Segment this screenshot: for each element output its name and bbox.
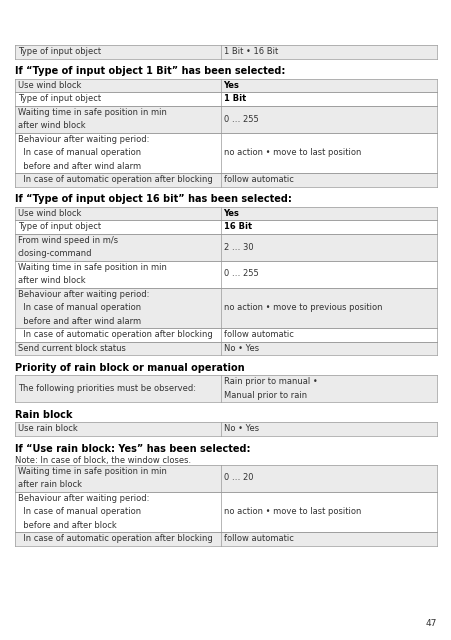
Text: Waiting time in safe position in min: Waiting time in safe position in min [18,108,166,116]
Bar [15,287,436,328]
Bar [15,492,436,532]
Text: No • Yes: No • Yes [223,424,258,433]
Text: In case of automatic operation after blocking: In case of automatic operation after blo… [18,175,212,184]
Text: 1 Bit • 16 Bit: 1 Bit • 16 Bit [223,47,277,56]
Text: 16 Bit: 16 Bit [223,222,251,231]
Bar [15,173,436,186]
Text: Rain prior to manual •: Rain prior to manual • [223,377,317,387]
Text: follow automatic: follow automatic [223,534,293,543]
Text: The following priorities must be observed:: The following priorities must be observe… [18,384,196,393]
Text: 2 … 30: 2 … 30 [223,243,253,252]
Text: 0 … 255: 0 … 255 [223,115,258,124]
Text: 0 … 20: 0 … 20 [223,474,253,483]
Text: If “Type of input object 1 Bit” has been selected:: If “Type of input object 1 Bit” has been… [15,67,285,77]
Text: Use wind block: Use wind block [18,81,81,90]
Bar [15,79,436,92]
Text: Use wind block: Use wind block [18,209,81,218]
Text: In case of manual operation: In case of manual operation [18,303,141,312]
Text: no action • move to previous position: no action • move to previous position [223,303,381,312]
Bar [15,45,436,58]
Text: Priority of rain block or manual operation: Priority of rain block or manual operati… [15,363,244,373]
Text: Manual prior to rain: Manual prior to rain [223,391,306,400]
Text: before and after wind alarm: before and after wind alarm [18,317,141,326]
Text: If “Type of input object 16 bit” has been selected:: If “Type of input object 16 bit” has bee… [15,195,291,205]
Text: Yes: Yes [223,81,239,90]
Text: before and after wind alarm: before and after wind alarm [18,162,141,171]
Bar [15,532,436,545]
Text: Behaviour after waiting period:: Behaviour after waiting period: [18,290,149,299]
Text: no action • move to last position: no action • move to last position [223,148,360,157]
Text: If “Use rain block: Yes” has been selected:: If “Use rain block: Yes” has been select… [15,444,250,454]
Text: Waiting time in safe position in min: Waiting time in safe position in min [18,467,166,476]
Text: Behaviour after waiting period:: Behaviour after waiting period: [18,493,149,503]
Text: no action • move to last position: no action • move to last position [223,508,360,516]
Text: In case of automatic operation after blocking: In case of automatic operation after blo… [18,534,212,543]
Text: Waiting time in safe position in min: Waiting time in safe position in min [18,263,166,272]
Text: From wind speed in m/s: From wind speed in m/s [18,236,118,244]
Bar [15,234,436,260]
Text: Use rain block: Use rain block [18,424,78,433]
Text: Type of input object: Type of input object [18,47,101,56]
Bar [15,465,436,492]
Text: Behaviour after waiting period:: Behaviour after waiting period: [18,135,149,144]
Text: closing-command: closing-command [18,249,92,259]
Bar [15,375,436,402]
Bar [15,328,436,342]
Text: In case of automatic operation after blocking: In case of automatic operation after blo… [18,330,212,339]
Bar [15,92,436,106]
Text: Note: In case of block, the window closes.: Note: In case of block, the window close… [15,456,191,465]
Bar [15,342,436,355]
Bar [15,132,436,173]
Text: In case of manual operation: In case of manual operation [18,508,141,516]
Text: 47: 47 [425,619,436,628]
Text: 1 Bit: 1 Bit [223,94,245,103]
Text: follow automatic: follow automatic [223,330,293,339]
Text: follow automatic: follow automatic [223,175,293,184]
Text: Send current block status: Send current block status [18,344,125,353]
Bar [15,260,436,287]
Text: after wind block: after wind block [18,121,85,131]
Text: after rain block: after rain block [18,480,82,489]
Bar [15,422,436,435]
Text: Type of input object: Type of input object [18,222,101,231]
Bar [15,207,436,220]
Bar [15,106,436,132]
Text: Rain block: Rain block [15,410,72,420]
Text: No • Yes: No • Yes [223,344,258,353]
Text: In case of manual operation: In case of manual operation [18,148,141,157]
Text: before and after block: before and after block [18,521,116,530]
Text: 0 … 255: 0 … 255 [223,269,258,278]
Text: after wind block: after wind block [18,276,85,285]
Text: Type of input object: Type of input object [18,94,101,103]
Bar [15,220,436,234]
Text: Yes: Yes [223,209,239,218]
